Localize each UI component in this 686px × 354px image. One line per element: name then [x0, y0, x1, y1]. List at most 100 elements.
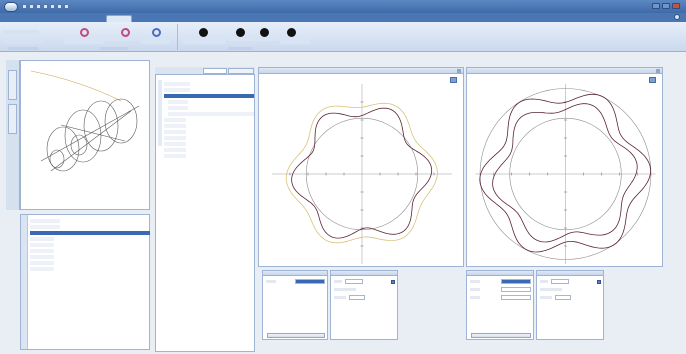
property-label: [266, 280, 276, 283]
tool-caption-5: [229, 38, 251, 41]
dot-black-icon[interactable]: [260, 28, 269, 37]
ribbon-option-1[interactable]: [3, 30, 39, 34]
property-value-field[interactable]: [501, 295, 531, 300]
close-button[interactable]: [672, 3, 680, 9]
profile-curve-outer: [479, 93, 652, 253]
geometry-preview-panel: [20, 60, 150, 210]
property-value-field[interactable]: [555, 295, 571, 300]
tree-item[interactable]: [164, 136, 186, 140]
property-label: [334, 280, 342, 283]
property-action-button[interactable]: [267, 333, 325, 338]
title-bar: [0, 0, 686, 13]
close-icon[interactable]: [656, 69, 660, 73]
tree-item[interactable]: [168, 106, 188, 110]
property-panel-header: [467, 271, 533, 276]
help-icon[interactable]: [674, 14, 680, 20]
list-item-selected[interactable]: [30, 231, 150, 235]
list-item[interactable]: [30, 237, 54, 241]
ribbon-tab-1[interactable]: [32, 15, 68, 22]
list-item[interactable]: [30, 261, 54, 265]
checkbox[interactable]: [597, 280, 601, 284]
ribbon-group-label-3: [228, 47, 252, 50]
tree-item[interactable]: [164, 154, 186, 158]
polar-chart-panel-1: [258, 67, 464, 267]
tree-item-selected[interactable]: [164, 94, 254, 98]
application-menu-button[interactable]: [4, 2, 18, 12]
minimize-button[interactable]: [652, 3, 660, 9]
tree-tab-1[interactable]: [203, 68, 227, 74]
list-item[interactable]: [30, 219, 60, 223]
export-icon[interactable]: [649, 77, 656, 83]
undo-icon[interactable]: [29, 4, 34, 9]
tree-item[interactable]: [164, 82, 190, 86]
ribbon-tab-2[interactable]: [72, 15, 102, 22]
property-label: [540, 280, 548, 283]
outer-reference-circle: [479, 88, 652, 260]
settings-icon[interactable]: [57, 4, 62, 9]
list-item[interactable]: [30, 267, 54, 271]
property-action-button[interactable]: [471, 333, 531, 338]
list-item[interactable]: [30, 255, 54, 259]
checkbox[interactable]: [391, 280, 395, 284]
tree-item[interactable]: [164, 118, 186, 122]
tree-item[interactable]: [164, 142, 186, 146]
ribbon-tab-3[interactable]: [106, 15, 132, 22]
tree-item[interactable]: [164, 88, 190, 92]
tree-tab-2[interactable]: [228, 68, 254, 74]
ribbon-option-2[interactable]: [3, 40, 43, 44]
export-icon[interactable]: [450, 77, 457, 83]
dot-black-icon[interactable]: [199, 28, 208, 37]
property-panel-left-b: [330, 270, 398, 340]
profile-curve-outer: [285, 102, 438, 244]
tree-item[interactable]: [164, 148, 186, 152]
property-panel-right-a: [466, 270, 534, 340]
property-value-field[interactable]: [501, 279, 531, 284]
property-value-field[interactable]: [295, 279, 325, 284]
property-value-field[interactable]: [551, 279, 569, 284]
close-icon[interactable]: [457, 69, 461, 73]
property-value-field[interactable]: [501, 287, 531, 292]
property-label: [334, 288, 356, 291]
list-item[interactable]: [30, 225, 60, 229]
property-value-field[interactable]: [345, 279, 363, 284]
redo-icon[interactable]: [36, 4, 41, 9]
dot-black-icon[interactable]: [287, 28, 296, 37]
open-icon[interactable]: [50, 4, 55, 9]
list-item[interactable]: [30, 249, 54, 253]
tree-item[interactable]: [164, 130, 186, 134]
maximize-button[interactable]: [662, 3, 670, 9]
polar-chart-panel-2: [466, 67, 663, 267]
ribbon-group-label-1: [8, 47, 38, 50]
tree-panel-tab-strip: [155, 67, 255, 75]
ring-pink-icon[interactable]: [80, 28, 89, 37]
ribbon-group-label-2: [100, 47, 128, 50]
property-label: [540, 288, 562, 291]
side-tab-1[interactable]: [8, 70, 17, 100]
property-panel-left-a: [262, 270, 328, 340]
profile-curve-inner: [291, 107, 433, 239]
tool-caption-1: [64, 38, 104, 44]
tree-item[interactable]: [168, 112, 254, 116]
dot-black-icon[interactable]: [236, 28, 245, 37]
list-item[interactable]: [30, 243, 54, 247]
save-icon[interactable]: [22, 4, 27, 9]
property-label: [540, 296, 552, 299]
tool-caption-7: [280, 38, 310, 44]
chart-header: [259, 68, 463, 74]
tree-item[interactable]: [164, 124, 186, 128]
print-icon[interactable]: [43, 4, 48, 9]
ribbon: [0, 22, 686, 52]
property-value-field[interactable]: [349, 295, 365, 300]
polar-chart: [475, 84, 656, 264]
tree-gutter: [158, 80, 162, 146]
chart-header: [467, 68, 662, 74]
side-tab-2[interactable]: [8, 104, 17, 134]
property-label: [470, 296, 480, 299]
ribbon-separator: [177, 24, 178, 50]
ring-blue-icon[interactable]: [152, 28, 161, 37]
ring-pink-icon[interactable]: [121, 28, 130, 37]
polar-chart: [272, 84, 452, 264]
tree-item[interactable]: [168, 100, 188, 104]
property-panel-header: [331, 271, 397, 276]
quick-access-dropdown-icon[interactable]: [64, 4, 69, 9]
